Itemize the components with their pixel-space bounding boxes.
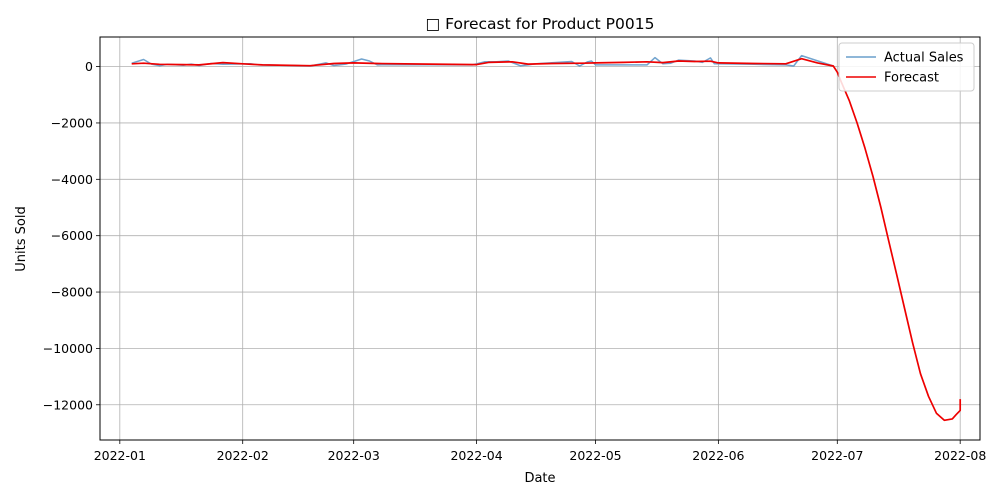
grid-lines: [100, 37, 980, 440]
x-tick-label: 2022-02: [217, 448, 269, 463]
x-tick-label: 2022-01: [94, 448, 146, 463]
x-tick-label: 2022-05: [569, 448, 621, 463]
legend-label-forecast: Forecast: [884, 71, 939, 86]
x-tick-label: 2022-08: [934, 448, 986, 463]
plot-area: [131, 54, 962, 422]
legend: Actual Sales Forecast: [838, 42, 975, 92]
x-tick-label: 2022-06: [692, 448, 744, 463]
y-tick-label: −10000: [43, 341, 93, 356]
x-axis-label: Date: [524, 471, 555, 486]
y-axis-label: Units Sold: [14, 206, 29, 271]
x-tick-label: 2022-04: [450, 448, 502, 463]
plot-frame: [99, 36, 981, 441]
legend-box: [838, 42, 975, 92]
y-tick-label: −6000: [51, 228, 93, 243]
x-tick-label: 2022-03: [328, 448, 380, 463]
y-tick-label: −2000: [51, 115, 93, 130]
y-tick-label: 0: [85, 59, 93, 74]
legend-label-actual-sales: Actual Sales: [884, 51, 964, 66]
forecast-line: [131, 57, 962, 422]
y-tick-label: −12000: [43, 397, 93, 412]
chart-title: □ Forecast for Product P0015: [426, 15, 655, 33]
y-axis: −12000 −10000 −8000 −6000 −4000 −2000 0: [43, 59, 100, 412]
series-lines: [131, 54, 962, 422]
y-tick-label: −4000: [51, 172, 93, 187]
x-axis: 2022-01 2022-02 2022-03 2022-04 2022-05 2022-…: [94, 440, 986, 463]
x-tick-label: 2022-07: [811, 448, 863, 463]
y-tick-label: −8000: [51, 285, 93, 300]
